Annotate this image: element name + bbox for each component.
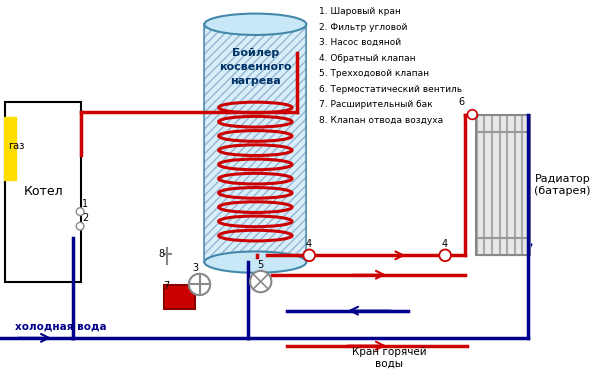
Text: 7. Расширительный бак: 7. Расширительный бак bbox=[319, 100, 433, 109]
Text: 1: 1 bbox=[82, 199, 88, 209]
Text: 8: 8 bbox=[159, 249, 165, 259]
Bar bbox=[500, 115, 506, 255]
Bar bbox=[515, 115, 521, 255]
Text: 8. Клапан отвода воздуха: 8. Клапан отвода воздуха bbox=[319, 116, 443, 125]
Text: 2. Фильтр угловой: 2. Фильтр угловой bbox=[319, 23, 407, 32]
Text: 5: 5 bbox=[257, 260, 263, 270]
Circle shape bbox=[76, 208, 84, 216]
Text: 3. Насос водяной: 3. Насос водяной bbox=[319, 38, 401, 47]
Circle shape bbox=[189, 274, 210, 295]
Bar bbox=[476, 115, 530, 255]
Bar bbox=[523, 115, 529, 255]
Bar bbox=[164, 285, 194, 309]
Text: Кран горячей
воды: Кран горячей воды bbox=[352, 347, 426, 368]
Text: 7: 7 bbox=[164, 281, 170, 291]
Text: Радиатор
(батарея): Радиатор (батарея) bbox=[535, 174, 591, 196]
Circle shape bbox=[250, 271, 271, 292]
Bar bbox=[492, 115, 499, 255]
Bar bbox=[5, 102, 81, 282]
Text: Котел: Котел bbox=[23, 185, 63, 198]
Text: 6. Термостатический вентиль: 6. Термостатический вентиль bbox=[319, 85, 462, 94]
Bar bbox=[484, 115, 491, 255]
Text: газ: газ bbox=[8, 141, 25, 151]
Ellipse shape bbox=[205, 252, 307, 273]
Text: 6: 6 bbox=[459, 97, 465, 107]
Bar bbox=[476, 115, 484, 255]
Bar bbox=[205, 24, 307, 262]
Circle shape bbox=[76, 222, 84, 230]
Ellipse shape bbox=[205, 14, 307, 35]
Text: 1. Шаровый кран: 1. Шаровый кран bbox=[319, 7, 401, 16]
Text: 2: 2 bbox=[82, 213, 88, 223]
Bar bbox=[4, 116, 16, 180]
Text: 4: 4 bbox=[441, 239, 448, 249]
Text: 3: 3 bbox=[193, 263, 199, 273]
Text: Бойлер
косвенного
нагрева: Бойлер косвенного нагрева bbox=[219, 48, 292, 86]
Circle shape bbox=[304, 250, 315, 261]
Bar bbox=[507, 115, 514, 255]
Circle shape bbox=[439, 250, 451, 261]
Bar bbox=[205, 24, 307, 262]
Text: 4. Обратный клапан: 4. Обратный клапан bbox=[319, 54, 416, 63]
Circle shape bbox=[467, 110, 477, 119]
Text: 4: 4 bbox=[305, 239, 311, 249]
Text: холодная вода: холодная вода bbox=[15, 321, 107, 331]
Text: 5. Трехходовой клапан: 5. Трехходовой клапан bbox=[319, 69, 429, 78]
